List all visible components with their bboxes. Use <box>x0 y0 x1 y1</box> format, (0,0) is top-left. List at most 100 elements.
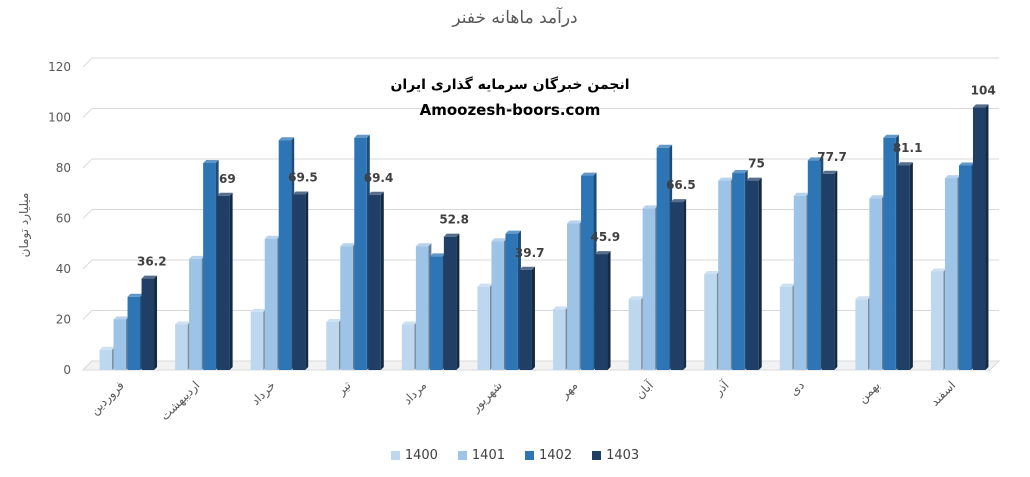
bar-top <box>567 220 583 224</box>
bar-top <box>793 192 810 196</box>
bar <box>519 269 532 370</box>
watermark-line-1: انجمن خبرگان سرمایه گذاری ایران <box>390 77 630 93</box>
bar-side <box>154 275 158 370</box>
bar-top <box>429 253 446 257</box>
bar-top <box>958 162 975 166</box>
bar <box>368 194 381 370</box>
bar-top <box>401 321 418 325</box>
x-tick-label: اسفند <box>928 378 959 409</box>
legend-label: 1403 <box>606 448 640 463</box>
bar-top <box>670 199 687 203</box>
bar <box>944 178 958 370</box>
data-label: 45.9 <box>590 230 620 244</box>
legend: 1400 1401 1402 1403 <box>0 448 1030 463</box>
chart-title: درآمد ماهانه خفنر <box>452 8 578 28</box>
bar <box>141 278 155 370</box>
bar <box>746 180 759 370</box>
bar <box>292 194 306 370</box>
y-tick-label: 0 <box>63 363 71 377</box>
bar <box>113 319 127 370</box>
bar <box>491 241 504 370</box>
bar-top <box>505 230 521 234</box>
bar <box>175 324 188 370</box>
bar-side <box>985 104 989 371</box>
legend-item: 1401 <box>457 448 505 463</box>
gridline-slant <box>82 259 93 270</box>
x-tick-label: آذر <box>710 377 733 400</box>
bar <box>567 223 580 370</box>
bar-side <box>380 191 384 370</box>
data-label: 66.5 <box>666 178 696 192</box>
bar-top <box>141 275 158 279</box>
legend-item: 1403 <box>592 448 639 463</box>
bar <box>972 107 986 371</box>
y-tick-label: 120 <box>48 60 71 74</box>
bar-side <box>683 199 687 370</box>
gridline-slant <box>82 108 93 118</box>
legend-label: 1401 <box>471 448 505 463</box>
data-label: 69 <box>219 172 236 186</box>
x-tick-label: دی <box>787 378 807 398</box>
bar <box>958 165 972 370</box>
bar <box>429 256 443 370</box>
bar-side <box>305 191 309 370</box>
bar <box>401 324 415 370</box>
bar-top <box>553 306 569 310</box>
x-tick-label: خرداد <box>248 378 278 408</box>
bar-top <box>746 177 762 181</box>
bar-top <box>732 170 748 174</box>
data-label: 69.5 <box>288 171 318 185</box>
bar-side <box>456 233 460 370</box>
bar <box>250 311 264 370</box>
bar-top <box>581 172 597 176</box>
legend-swatch <box>390 451 400 460</box>
legend-item: 1402 <box>525 448 572 463</box>
bar-side <box>909 162 913 370</box>
bar-top <box>595 251 611 255</box>
bar <box>189 258 202 370</box>
bar <box>340 246 353 370</box>
bar <box>553 309 566 370</box>
bar <box>505 233 518 370</box>
bar <box>883 137 896 370</box>
bar <box>930 271 944 370</box>
bar <box>127 296 141 370</box>
bar-top <box>203 159 219 163</box>
y-tick-label: 60 <box>56 212 71 226</box>
x-tick-label: مرداد <box>400 378 430 408</box>
bar <box>595 254 608 370</box>
bar-top <box>292 191 309 195</box>
bar-top <box>443 233 460 237</box>
data-label: 104 <box>971 83 996 97</box>
bar <box>581 175 594 370</box>
bar-top <box>477 283 493 287</box>
bar <box>779 286 793 370</box>
bar <box>793 195 807 370</box>
gridline-slant <box>82 158 93 169</box>
bar <box>415 246 429 370</box>
bar-top <box>519 266 535 270</box>
bar <box>656 147 670 370</box>
bar-top <box>415 243 432 247</box>
legend-label: 1402 <box>539 448 573 463</box>
bar-top <box>869 195 885 199</box>
legend-item: 1400 <box>390 448 438 463</box>
gridline-slant <box>82 209 93 219</box>
x-tick-label: اردیبهشت <box>158 378 204 424</box>
bar-top <box>368 191 384 195</box>
bar-side <box>531 266 535 370</box>
bar-top <box>264 235 281 239</box>
y-tick-label: 80 <box>56 161 71 175</box>
bar <box>477 286 490 370</box>
bar-top <box>340 243 356 247</box>
bar-top <box>704 271 720 275</box>
bar-top <box>821 170 838 174</box>
legend-swatch <box>525 451 534 460</box>
bar <box>821 173 835 370</box>
y-tick-label: 20 <box>56 313 71 327</box>
bar <box>642 208 656 370</box>
bar <box>278 140 292 370</box>
bar <box>897 165 910 370</box>
bar-top <box>972 104 989 108</box>
